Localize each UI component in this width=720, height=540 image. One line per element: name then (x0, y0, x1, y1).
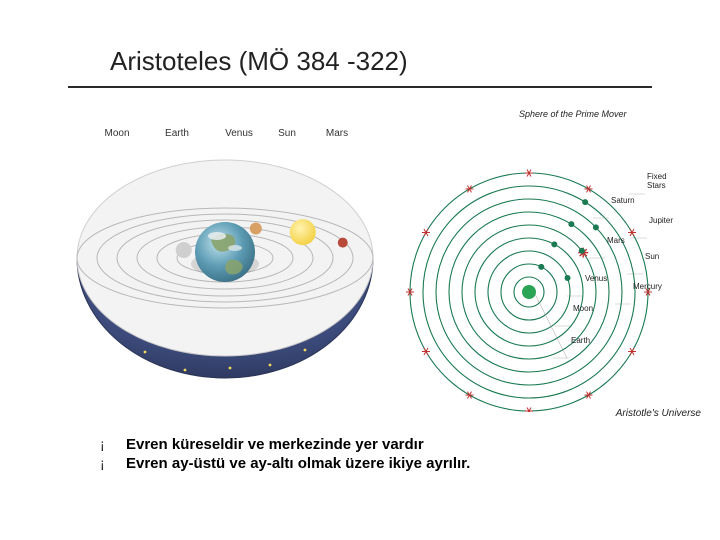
bullet-marker-icon: ¡ (100, 455, 126, 471)
bullet-item: ¡ Evren ay-üstü ve ay-altı olmak üzere i… (100, 455, 670, 472)
bullet-marker-icon: ¡ (100, 436, 126, 452)
svg-text:Earth: Earth (165, 128, 189, 139)
sphere-label: Moon (573, 304, 593, 313)
title-underline (68, 86, 652, 88)
sphere-label: Jupiter (649, 216, 673, 225)
bullet-text: Evren küreseldir ve merkezinde yer vardı… (126, 436, 424, 453)
left-diagram-svg: Moon Earth Venus Sun Mars (75, 120, 375, 410)
sphere-label: Sun (645, 252, 659, 261)
page-title: Aristoteles (MÖ 384 -322) (110, 46, 408, 77)
right-aristotle-diagram: Sphere of the Prime Mover FixedStars Satu… (395, 110, 705, 420)
svg-text:Venus: Venus (225, 128, 253, 139)
sphere-label: Earth (571, 336, 590, 345)
left-geocentric-diagram: Moon Earth Venus Sun Mars (75, 120, 375, 410)
sphere-label: Mars (607, 236, 625, 245)
svg-text:Sun: Sun (278, 128, 296, 139)
caption-prime-mover: Sphere of the Prime Mover (519, 110, 627, 120)
caption-aristotle-universe: Aristotle's Universe (616, 408, 701, 419)
bullet-list: ¡ Evren küreseldir ve merkezinde yer var… (100, 436, 670, 474)
bullet-item: ¡ Evren küreseldir ve merkezinde yer var… (100, 436, 670, 453)
sphere-label: FixedStars (647, 172, 667, 190)
svg-text:Mars: Mars (326, 128, 348, 139)
sphere-label: Saturn (611, 196, 635, 205)
svg-text:Moon: Moon (104, 128, 129, 139)
bullet-text: Evren ay-üstü ve ay-altı olmak üzere iki… (126, 455, 470, 472)
sphere-label: Mercury (633, 282, 662, 291)
sphere-label: Venus (585, 274, 607, 283)
